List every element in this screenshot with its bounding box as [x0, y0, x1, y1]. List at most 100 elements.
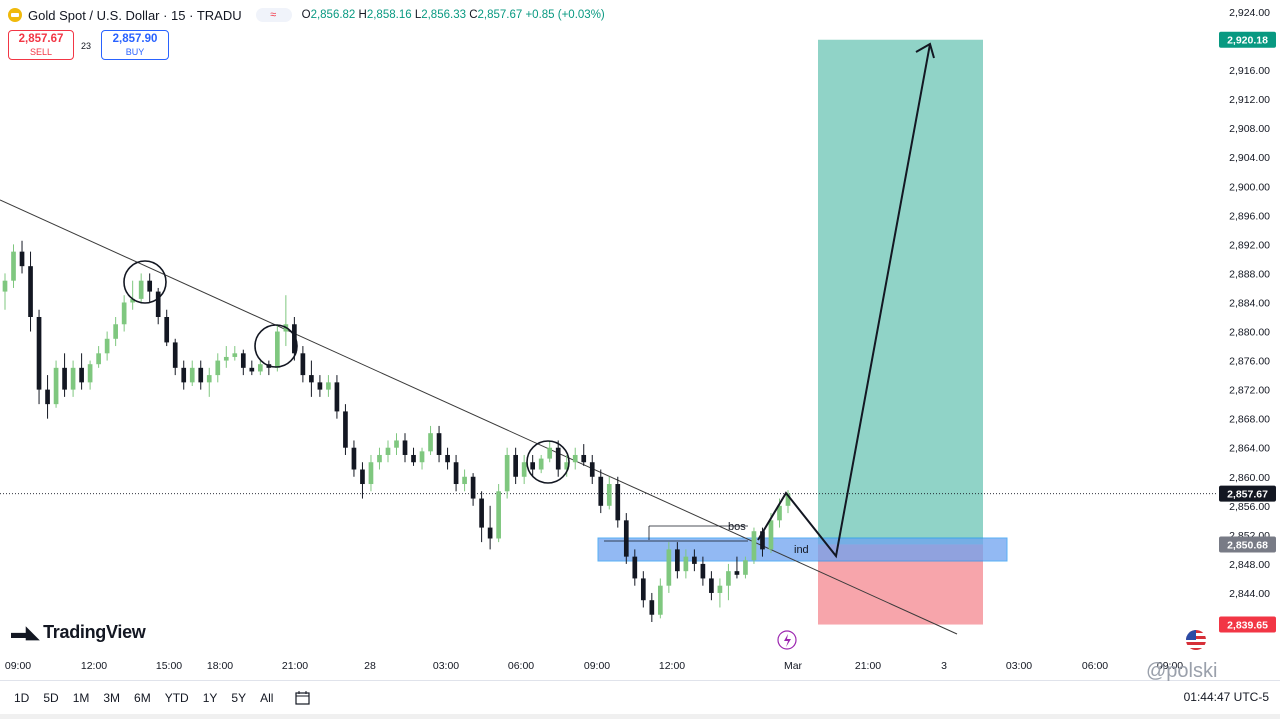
- candle-body: [726, 571, 731, 586]
- candle: [538, 454, 544, 474]
- candle: [113, 317, 118, 347]
- candle-body: [462, 476, 467, 485]
- logo-text: TradingView: [43, 622, 146, 642]
- gold-icon: [8, 8, 22, 22]
- candle: [726, 563, 731, 601]
- tradingview-logo[interactable]: ▬◣ TradingView: [11, 622, 146, 643]
- symbol-title[interactable]: Gold Spot / U.S. Dollar · 15 · TRADU: [28, 7, 242, 23]
- candle: [2, 273, 8, 310]
- candle-body: [717, 585, 723, 593]
- price-tag-target: 2,920.18: [1219, 31, 1276, 48]
- price-tag-box: [1219, 536, 1276, 553]
- range-6m[interactable]: 6M: [134, 691, 151, 705]
- price-tag-zone: 2,850.68: [1219, 536, 1276, 553]
- high-label: H: [358, 9, 367, 21]
- calendar-range-icon[interactable]: [295, 691, 311, 705]
- range-3m[interactable]: 3M: [103, 691, 121, 705]
- candle: [504, 447, 510, 499]
- candle-body: [743, 560, 748, 575]
- sell-button[interactable]: 2,857.67 SELL: [8, 30, 74, 60]
- candle-body: [598, 476, 604, 506]
- candle: [275, 324, 280, 372]
- range-5y[interactable]: 5Y: [231, 691, 247, 705]
- candle-body: [479, 498, 484, 528]
- candle-body: [589, 462, 595, 477]
- candle-body: [11, 251, 16, 281]
- low-label: L: [414, 9, 422, 21]
- x-tick-label: 21:00: [855, 660, 881, 672]
- ohlc-values: O2,856.82 H2,858.16 L2,856.33 C2,857.67 …: [302, 9, 605, 21]
- candle-body: [606, 484, 612, 506]
- candle: [368, 454, 374, 492]
- candle-body: [249, 367, 255, 372]
- range-1d[interactable]: 1D: [14, 691, 30, 705]
- candle: [717, 578, 723, 608]
- candle-body: [334, 382, 340, 412]
- candle: [657, 578, 663, 619]
- candle: [479, 491, 484, 543]
- low-value: 2,856.33: [421, 9, 466, 21]
- candle: [215, 353, 221, 383]
- candle: [547, 440, 553, 463]
- candle-body: [555, 447, 561, 470]
- y-tick-label: 2,868.00: [1229, 414, 1270, 426]
- x-tick-label: Mar: [784, 660, 803, 672]
- sell-price: 2,857.67: [18, 33, 64, 45]
- candle: [615, 476, 621, 528]
- lightning-glyph: [784, 634, 791, 647]
- buy-label: BUY: [125, 47, 145, 57]
- candle-body: [53, 367, 59, 405]
- candle-body: [487, 527, 493, 539]
- x-tick-label: 03:00: [1006, 660, 1032, 672]
- candle-body: [351, 447, 357, 470]
- candle-body: [411, 454, 416, 463]
- range-ytd[interactable]: YTD: [164, 691, 189, 705]
- open-value: 2,856.82: [310, 9, 356, 21]
- candle-body: [640, 578, 646, 601]
- clock-time[interactable]: 01:44:47 UTC-5: [1183, 690, 1269, 704]
- candle: [138, 273, 144, 303]
- range-1y[interactable]: 1Y: [202, 691, 218, 705]
- candle: [445, 447, 450, 470]
- candle: [666, 542, 672, 593]
- candle-body: [223, 356, 229, 361]
- range-all[interactable]: All: [260, 691, 274, 705]
- candle-body: [572, 454, 578, 463]
- candle-body: [232, 353, 238, 357]
- candle-body: [692, 556, 697, 564]
- ind-label: ind: [794, 544, 809, 556]
- candle-body: [623, 520, 629, 557]
- candle-body: [130, 298, 136, 303]
- price-tag-box: [1219, 31, 1276, 48]
- compare-badge[interactable]: ≈: [255, 8, 292, 22]
- candle-body: [257, 364, 263, 372]
- candle: [734, 556, 740, 579]
- candle-body: [385, 447, 391, 455]
- candle-body: [70, 367, 76, 390]
- candle: [266, 360, 272, 376]
- buy-button[interactable]: 2,857.90 BUY: [101, 30, 169, 60]
- bottom-strip: [0, 714, 1280, 719]
- candle-body: [292, 324, 297, 354]
- candle-body: [121, 302, 127, 325]
- x-tick-label: 21:00: [282, 660, 308, 672]
- candle-body: [760, 531, 765, 550]
- candle: [640, 571, 646, 608]
- x-tick-label: 12:00: [81, 660, 107, 672]
- candle-body: [504, 454, 510, 492]
- y-tick-label: 2,876.00: [1229, 356, 1270, 368]
- price-tag-box: [1219, 485, 1276, 502]
- y-tick-label: 2,924.00: [1229, 7, 1270, 19]
- candle-body: [632, 556, 638, 579]
- candle-body: [768, 520, 774, 550]
- candle: [700, 556, 706, 586]
- candle-body: [751, 531, 757, 561]
- candle: [411, 447, 416, 466]
- y-tick-label: 2,864.00: [1229, 443, 1270, 455]
- range-5d[interactable]: 5D: [43, 691, 59, 705]
- candle-body: [675, 549, 680, 572]
- range-1m[interactable]: 1M: [72, 691, 90, 705]
- x-tick-label: 3: [941, 660, 947, 672]
- x-tick-label: 09:00: [5, 660, 31, 672]
